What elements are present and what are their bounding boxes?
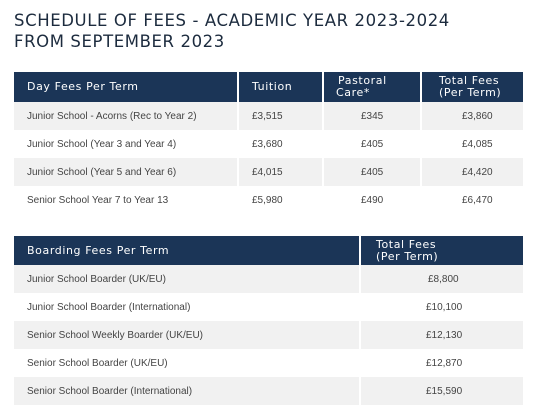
tuition-value: £5,980: [238, 186, 324, 214]
boarding-fees-header-row: Boarding Fees Per Term Total Fees (Per T…: [14, 236, 523, 265]
total-value: £4,085: [421, 130, 523, 158]
page-title-line-1: SCHEDULE OF FEES - ACADEMIC YEAR 2023-20…: [14, 11, 450, 30]
table-row: Senior School Weekly Boarder (UK/EU) £12…: [14, 321, 523, 349]
total-value: £4,420: [421, 158, 523, 186]
page-title-line-2: FROM SEPTEMBER 2023: [14, 32, 225, 51]
boarding-total-fees-header: Total Fees (Per Term): [360, 236, 523, 265]
pastoral-value: £405: [323, 130, 422, 158]
row-label: Senior School Weekly Boarder (UK/EU): [14, 321, 361, 349]
table-row: Senior School Boarder (International) £1…: [14, 377, 523, 405]
row-label: Junior School Boarder (UK/EU): [14, 265, 361, 293]
total-value: £12,130: [360, 321, 523, 349]
table-row: Junior School Boarder (International) £1…: [14, 293, 523, 321]
table-row: Senior School Year 7 to Year 13 £5,980 £…: [14, 186, 523, 214]
total-fees-header: Total Fees (Per Term): [421, 72, 523, 102]
table-row: Junior School (Year 3 and Year 4) £3,680…: [14, 130, 523, 158]
page-title: SCHEDULE OF FEES - ACADEMIC YEAR 2023-20…: [14, 10, 450, 52]
pastoral-care-header: Pastoral Care*: [323, 72, 422, 102]
boarding-total-header-line-2: (Per Term): [376, 249, 439, 263]
total-value: £3,860: [421, 102, 523, 130]
row-label: Senior School Boarder (UK/EU): [14, 349, 361, 377]
pastoral-value: £405: [323, 158, 422, 186]
table-row: Junior School - Acorns (Rec to Year 2) £…: [14, 102, 523, 130]
pastoral-header-line-1: Pastoral: [338, 74, 387, 87]
total-value: £8,800: [360, 265, 523, 293]
pastoral-header-line-2: Care*: [336, 86, 370, 99]
boarding-total-header-line-1: Total Fees: [376, 237, 437, 251]
table-row: Junior School Boarder (UK/EU) £8,800: [14, 265, 523, 293]
row-label: Junior School (Year 3 and Year 4): [14, 130, 239, 158]
row-label: Junior School - Acorns (Rec to Year 2): [14, 102, 239, 130]
row-label: Junior School (Year 5 and Year 6): [14, 158, 239, 186]
row-label: Senior School Boarder (International): [14, 377, 361, 405]
row-label: Junior School Boarder (International): [14, 293, 361, 321]
boarding-fees-table: Boarding Fees Per Term Total Fees (Per T…: [14, 236, 523, 405]
tuition-value: £4,015: [238, 158, 324, 186]
total-value: £10,100: [360, 293, 523, 321]
boarding-fees-header-label: Boarding Fees Per Term: [14, 236, 361, 265]
total-header-line-2: (Per Term): [439, 86, 502, 99]
tuition-value: £3,680: [238, 130, 324, 158]
row-label: Senior School Year 7 to Year 13: [14, 186, 239, 214]
total-value: £12,870: [360, 349, 523, 377]
table-row: Junior School (Year 5 and Year 6) £4,015…: [14, 158, 523, 186]
tuition-header: Tuition: [238, 72, 324, 102]
tuition-value: £3,515: [238, 102, 324, 130]
pastoral-value: £345: [323, 102, 422, 130]
day-fees-table: Day Fees Per Term Tuition Pastoral Care*…: [14, 72, 523, 214]
total-value: £6,470: [421, 186, 523, 214]
total-header-line-1: Total Fees: [439, 74, 500, 87]
pastoral-value: £490: [323, 186, 422, 214]
table-row: Senior School Boarder (UK/EU) £12,870: [14, 349, 523, 377]
total-value: £15,590: [360, 377, 523, 405]
day-fees-header-label: Day Fees Per Term: [14, 72, 239, 102]
day-fees-header-row: Day Fees Per Term Tuition Pastoral Care*…: [14, 72, 523, 102]
